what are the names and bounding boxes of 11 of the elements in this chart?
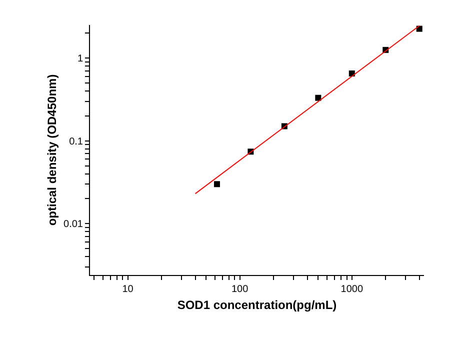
y-tick-label: 0.1 <box>69 136 84 148</box>
x-tick-label: 100 <box>231 284 249 295</box>
x-tick-label: 10 <box>122 284 134 295</box>
x-axis-title: SOD1 concentration(pg/mL) <box>177 298 337 312</box>
point <box>315 94 322 101</box>
y-tick-label: 0.01 <box>64 219 84 230</box>
y-tick-label: 1 <box>77 53 84 64</box>
y-axis-title: optical density (OD450nm) <box>44 74 59 226</box>
point <box>416 26 422 32</box>
x-tick-label: 1000 <box>340 284 364 295</box>
point <box>214 181 220 188</box>
